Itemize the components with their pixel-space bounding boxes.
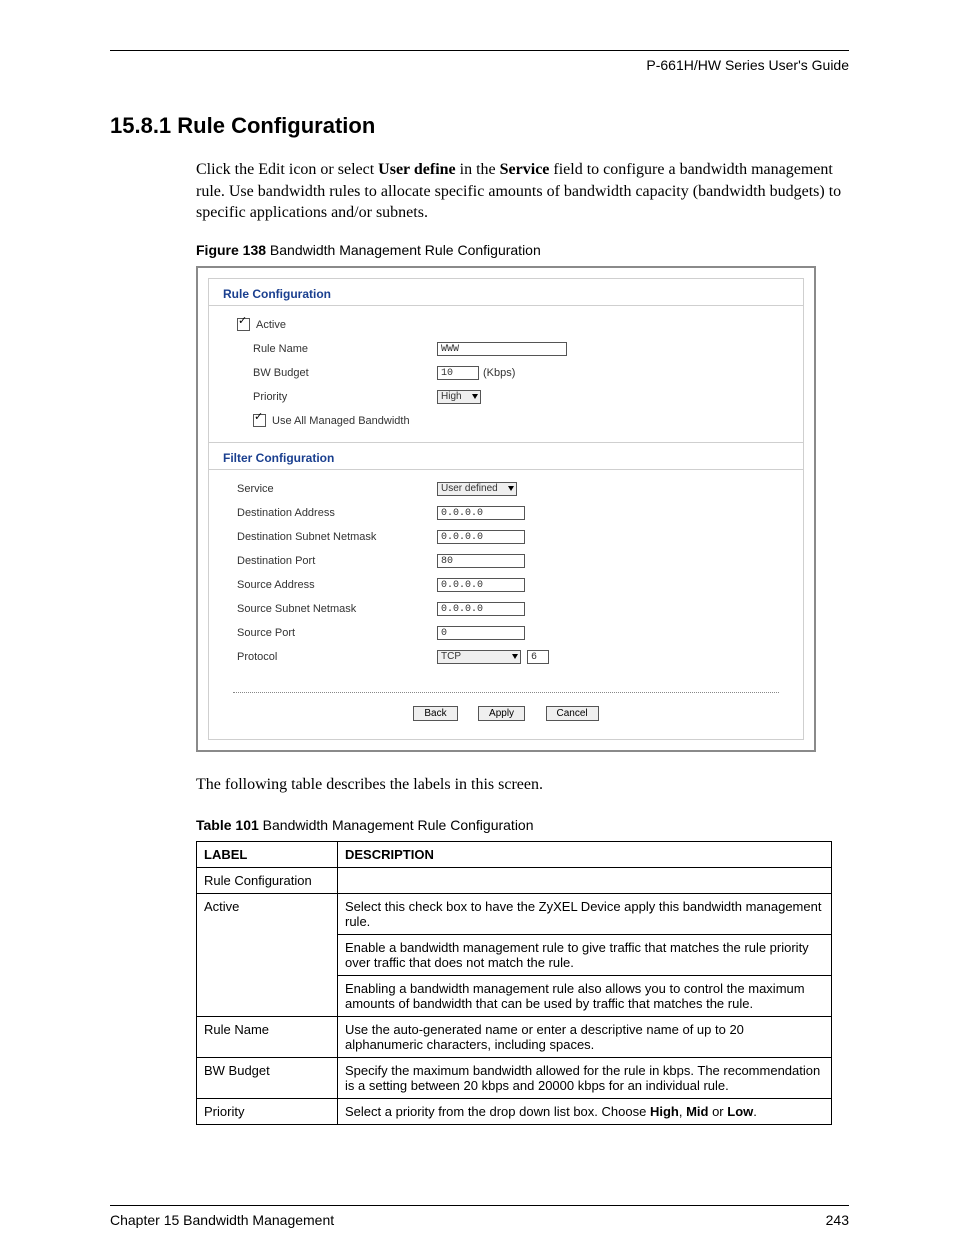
dest-port-label: Destination Port — [237, 555, 437, 567]
back-button[interactable]: Back — [413, 706, 457, 721]
src-mask-label: Source Subnet Netmask — [237, 603, 437, 615]
intro-text-2: in the — [456, 161, 500, 178]
after-figure-text: The following table describes the labels… — [196, 774, 849, 796]
table-title: Bandwidth Management Rule Configuration — [259, 817, 534, 833]
intro-text-1: Click the Edit icon or select — [196, 161, 378, 178]
button-divider — [233, 692, 779, 693]
table-row-label: Rule Name — [197, 1017, 338, 1058]
th-label: LABEL — [197, 842, 338, 868]
intro-paragraph: Click the Edit icon or select User defin… — [196, 159, 849, 224]
intro-bold-1: User define — [378, 161, 455, 178]
rule-name-label: Rule Name — [237, 343, 437, 355]
table-row-label: Priority — [197, 1099, 338, 1125]
src-port-input[interactable]: 0 — [437, 626, 525, 640]
footer-page: 243 — [826, 1212, 849, 1228]
dest-port-input[interactable]: 80 — [437, 554, 525, 568]
use-all-checkbox[interactable] — [253, 414, 266, 427]
bw-budget-input[interactable]: 10 — [437, 366, 479, 380]
priority-select[interactable]: High — [437, 390, 481, 404]
screenshot-container: Rule Configuration Active Rule Name WWW … — [196, 266, 816, 752]
table-row-desc: Select this check box to have the ZyXEL … — [338, 894, 832, 935]
service-label: Service — [237, 483, 437, 495]
cancel-button[interactable]: Cancel — [546, 706, 599, 721]
protocol-label: Protocol — [237, 651, 437, 663]
table-caption: Table 101 Bandwidth Management Rule Conf… — [196, 817, 849, 833]
th-desc: DESCRIPTION — [338, 842, 832, 868]
rule-config-heading: Rule Configuration — [209, 279, 803, 306]
bw-budget-label: BW Budget — [237, 367, 437, 379]
active-checkbox[interactable] — [237, 318, 250, 331]
table-row-desc: Specify the maximum bandwidth allowed fo… — [338, 1058, 832, 1099]
dest-mask-label: Destination Subnet Netmask — [237, 531, 437, 543]
dest-addr-label: Destination Address — [237, 507, 437, 519]
src-mask-input[interactable]: 0.0.0.0 — [437, 602, 525, 616]
filter-config-heading: Filter Configuration — [209, 442, 803, 470]
figure-caption: Figure 138 Bandwidth Management Rule Con… — [196, 242, 849, 258]
use-all-label: Use All Managed Bandwidth — [272, 415, 410, 427]
table-row-desc: Enable a bandwidth management rule to gi… — [338, 935, 832, 976]
priority-label: Priority — [237, 391, 437, 403]
description-table: LABEL DESCRIPTION Rule ConfigurationActi… — [196, 841, 832, 1125]
table-row-desc — [338, 868, 832, 894]
figure-label: Figure 138 — [196, 242, 266, 258]
header-guide-title: P-661H/HW Series User's Guide — [110, 57, 849, 73]
apply-button[interactable]: Apply — [478, 706, 525, 721]
protocol-num-input[interactable]: 6 — [527, 650, 549, 664]
service-select[interactable]: User defined — [437, 482, 517, 496]
dest-addr-input[interactable]: 0.0.0.0 — [437, 506, 525, 520]
dest-mask-input[interactable]: 0.0.0.0 — [437, 530, 525, 544]
table-row-label: Rule Configuration — [197, 868, 338, 894]
src-addr-label: Source Address — [237, 579, 437, 591]
src-addr-input[interactable]: 0.0.0.0 — [437, 578, 525, 592]
active-label: Active — [256, 319, 286, 331]
figure-title: Bandwidth Management Rule Configuration — [266, 242, 541, 258]
table-row-label: BW Budget — [197, 1058, 338, 1099]
src-port-label: Source Port — [237, 627, 437, 639]
table-row-label: Active — [197, 894, 338, 1017]
table-row-desc: Use the auto-generated name or enter a d… — [338, 1017, 832, 1058]
footer-chapter: Chapter 15 Bandwidth Management — [110, 1212, 334, 1228]
table-row-desc: Enabling a bandwidth management rule als… — [338, 976, 832, 1017]
section-heading: 15.8.1 Rule Configuration — [110, 113, 849, 139]
table-row-desc: Select a priority from the drop down lis… — [338, 1099, 832, 1125]
intro-bold-2: Service — [500, 161, 550, 178]
rule-name-input[interactable]: WWW — [437, 342, 567, 356]
table-label: Table 101 — [196, 817, 259, 833]
bw-budget-unit: (Kbps) — [483, 367, 515, 379]
protocol-select[interactable]: TCP — [437, 650, 521, 664]
